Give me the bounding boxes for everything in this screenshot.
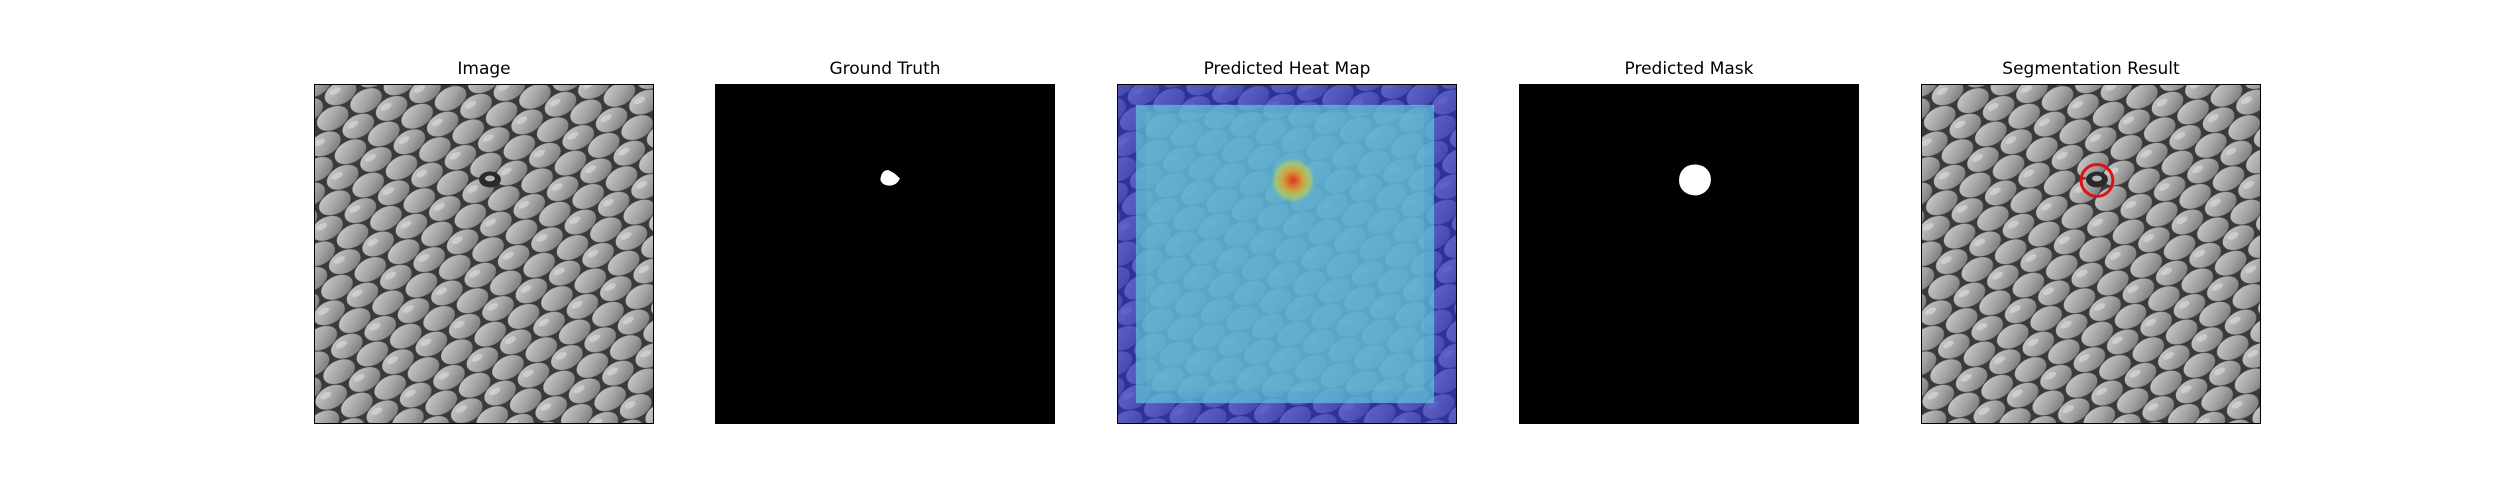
panel-ground-truth: Ground Truth xyxy=(715,0,1055,430)
panel-title: Ground Truth xyxy=(829,59,941,79)
panel-heat-map: Predicted Heat Map xyxy=(1117,0,1457,430)
segmentation-result-figure xyxy=(1921,84,2261,424)
heat-hotspot xyxy=(1271,158,1315,203)
ground-truth-blob xyxy=(880,170,900,186)
panel-title: Segmentation Result xyxy=(2002,59,2180,79)
ground-truth-mask xyxy=(716,85,1054,423)
predicted-mask xyxy=(1520,85,1858,423)
ground-truth-figure xyxy=(715,84,1055,424)
texture-image xyxy=(315,85,653,423)
predicted-mask-blob xyxy=(1679,164,1711,196)
panel-title: Predicted Heat Map xyxy=(1203,59,1371,79)
panel-image: Image xyxy=(314,0,654,430)
defect-spot xyxy=(479,171,501,188)
defect-spot xyxy=(2086,171,2108,188)
panel-segmentation-result: Segmentation Result xyxy=(1921,0,2261,430)
heat-map-figure xyxy=(1117,84,1457,424)
image-figure xyxy=(314,84,654,424)
segmentation-result-image xyxy=(1922,85,2260,423)
heat-map-image xyxy=(1118,85,1456,423)
panel-title: Image xyxy=(457,59,511,79)
segmentation-contour xyxy=(2079,163,2115,198)
panel-title: Predicted Mask xyxy=(1624,59,1754,79)
predicted-mask-figure xyxy=(1519,84,1859,424)
panel-predicted-mask: Predicted Mask xyxy=(1519,0,1859,430)
